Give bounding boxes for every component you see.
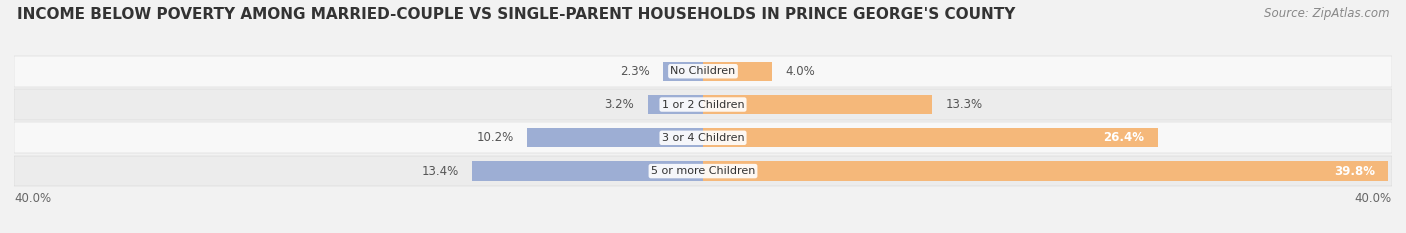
Text: 13.3%: 13.3% [946,98,983,111]
Bar [703,95,932,114]
Text: 1 or 2 Children: 1 or 2 Children [662,99,744,110]
Text: 40.0%: 40.0% [1355,192,1392,205]
Text: 40.0%: 40.0% [14,192,51,205]
Text: 2.3%: 2.3% [620,65,650,78]
Bar [14,123,1392,153]
Bar [14,56,1392,86]
Bar [703,161,1389,181]
Text: 5 or more Children: 5 or more Children [651,166,755,176]
Bar [703,128,1157,147]
Bar [472,161,703,181]
Text: INCOME BELOW POVERTY AMONG MARRIED-COUPLE VS SINGLE-PARENT HOUSEHOLDS IN PRINCE : INCOME BELOW POVERTY AMONG MARRIED-COUPL… [17,7,1015,22]
Text: 13.4%: 13.4% [422,164,458,178]
Text: 26.4%: 26.4% [1102,131,1144,144]
Bar [703,62,772,81]
Bar [527,128,703,147]
Bar [664,62,703,81]
Bar [648,95,703,114]
Bar [14,156,1392,186]
Bar [14,89,1392,120]
Text: 4.0%: 4.0% [786,65,815,78]
Text: 3 or 4 Children: 3 or 4 Children [662,133,744,143]
Text: No Children: No Children [671,66,735,76]
Text: 3.2%: 3.2% [605,98,634,111]
Text: 10.2%: 10.2% [477,131,513,144]
Text: 39.8%: 39.8% [1334,164,1375,178]
Text: Source: ZipAtlas.com: Source: ZipAtlas.com [1264,7,1389,20]
